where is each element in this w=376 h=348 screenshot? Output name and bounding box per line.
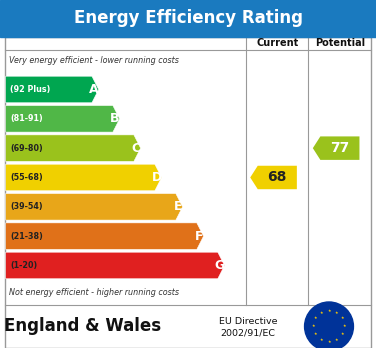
Text: ★: ★ — [335, 311, 339, 315]
Text: C: C — [131, 142, 141, 155]
Text: (1-20): (1-20) — [10, 261, 37, 270]
Polygon shape — [6, 223, 203, 250]
Text: ★: ★ — [327, 340, 331, 344]
Text: ★: ★ — [319, 311, 323, 315]
Polygon shape — [6, 164, 162, 191]
Polygon shape — [6, 105, 120, 132]
Text: ★: ★ — [314, 316, 317, 321]
Text: ★: ★ — [311, 324, 315, 329]
Text: ★: ★ — [335, 338, 339, 342]
Text: (21-38): (21-38) — [10, 232, 43, 241]
Polygon shape — [6, 252, 224, 279]
Text: A: A — [89, 83, 99, 96]
Text: ★: ★ — [341, 332, 344, 337]
Polygon shape — [250, 166, 297, 189]
Text: ★: ★ — [343, 324, 347, 329]
Text: 77: 77 — [330, 141, 350, 155]
Polygon shape — [6, 76, 99, 103]
Text: D: D — [152, 171, 162, 184]
Text: (81-91): (81-91) — [10, 114, 43, 123]
Text: (69-80): (69-80) — [10, 144, 43, 153]
Ellipse shape — [305, 302, 353, 348]
Polygon shape — [6, 135, 141, 161]
Bar — [0, 0, 376, 37]
Text: ★: ★ — [327, 309, 331, 313]
Text: 68: 68 — [268, 171, 287, 184]
Text: F: F — [194, 230, 203, 243]
Text: Potential: Potential — [315, 39, 365, 48]
Text: EU Directive: EU Directive — [219, 317, 277, 326]
Text: 2002/91/EC: 2002/91/EC — [221, 329, 276, 338]
Text: England & Wales: England & Wales — [4, 317, 161, 335]
Text: (92 Plus): (92 Plus) — [10, 85, 50, 94]
Text: Not energy efficient - higher running costs: Not energy efficient - higher running co… — [9, 288, 179, 297]
Text: G: G — [215, 259, 225, 272]
Text: B: B — [110, 112, 120, 125]
Polygon shape — [6, 193, 183, 220]
Text: ★: ★ — [341, 316, 344, 321]
Bar — [5, 37, 371, 348]
Text: Very energy efficient - lower running costs: Very energy efficient - lower running co… — [9, 56, 179, 65]
Text: ★: ★ — [319, 338, 323, 342]
Text: Current: Current — [256, 39, 299, 48]
Text: E: E — [174, 200, 182, 213]
Text: (39-54): (39-54) — [10, 202, 43, 211]
Polygon shape — [313, 136, 359, 160]
Text: Energy Efficiency Rating: Energy Efficiency Rating — [73, 9, 303, 27]
Text: (55-68): (55-68) — [10, 173, 43, 182]
Text: ★: ★ — [314, 332, 317, 337]
